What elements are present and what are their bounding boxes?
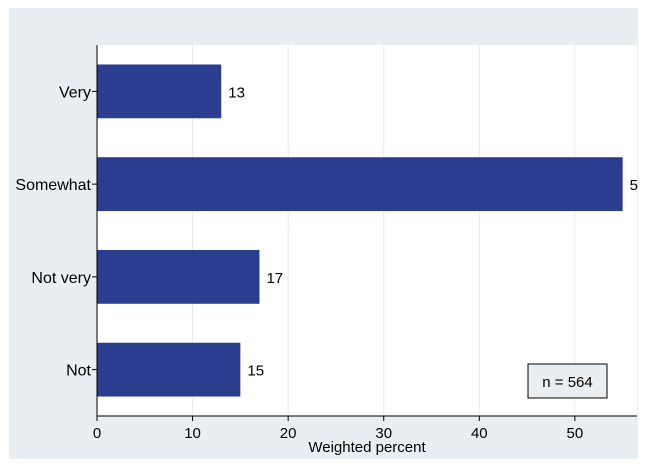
bar-very — [97, 64, 222, 119]
x-tick-label: 30 — [375, 425, 392, 442]
bar-somewhat — [97, 157, 623, 212]
bar-not-very — [97, 249, 260, 304]
x-tick-label: 20 — [280, 425, 297, 442]
category-label: Not — [66, 363, 91, 380]
bar-not — [97, 342, 241, 397]
labels: Very 13 Somewhat 55 Not very 17 Not 15 — [15, 84, 646, 380]
value-label: 13 — [228, 84, 245, 101]
category-label: Not very — [31, 270, 91, 287]
axis-ticks: 0 10 20 30 40 50 — [92, 90, 584, 442]
category-label: Very — [59, 84, 91, 101]
annotation-text: n = 564 — [542, 374, 592, 391]
x-tick-label: 50 — [567, 425, 584, 442]
x-axis-title: Weighted percent — [308, 439, 426, 456]
x-tick-label: 0 — [93, 425, 101, 442]
annotation-box — [527, 363, 608, 399]
chart-frame: Very 13 Somewhat 55 Not very 17 Not 15 0 10 20 30 4… — [9, 8, 646, 459]
value-label: 17 — [266, 270, 283, 287]
x-tick-label: 40 — [471, 425, 488, 442]
category-label: Somewhat — [15, 177, 91, 194]
value-label: 55 — [630, 177, 638, 194]
bar-chart: Very 13 Somewhat 55 Not very 17 Not 15 0 10 20 30 4… — [15, 45, 646, 456]
x-tick-label: 10 — [184, 425, 201, 442]
bars — [97, 64, 623, 397]
value-label: 15 — [247, 363, 264, 380]
sample-size-box: n = 564 — [527, 363, 608, 399]
